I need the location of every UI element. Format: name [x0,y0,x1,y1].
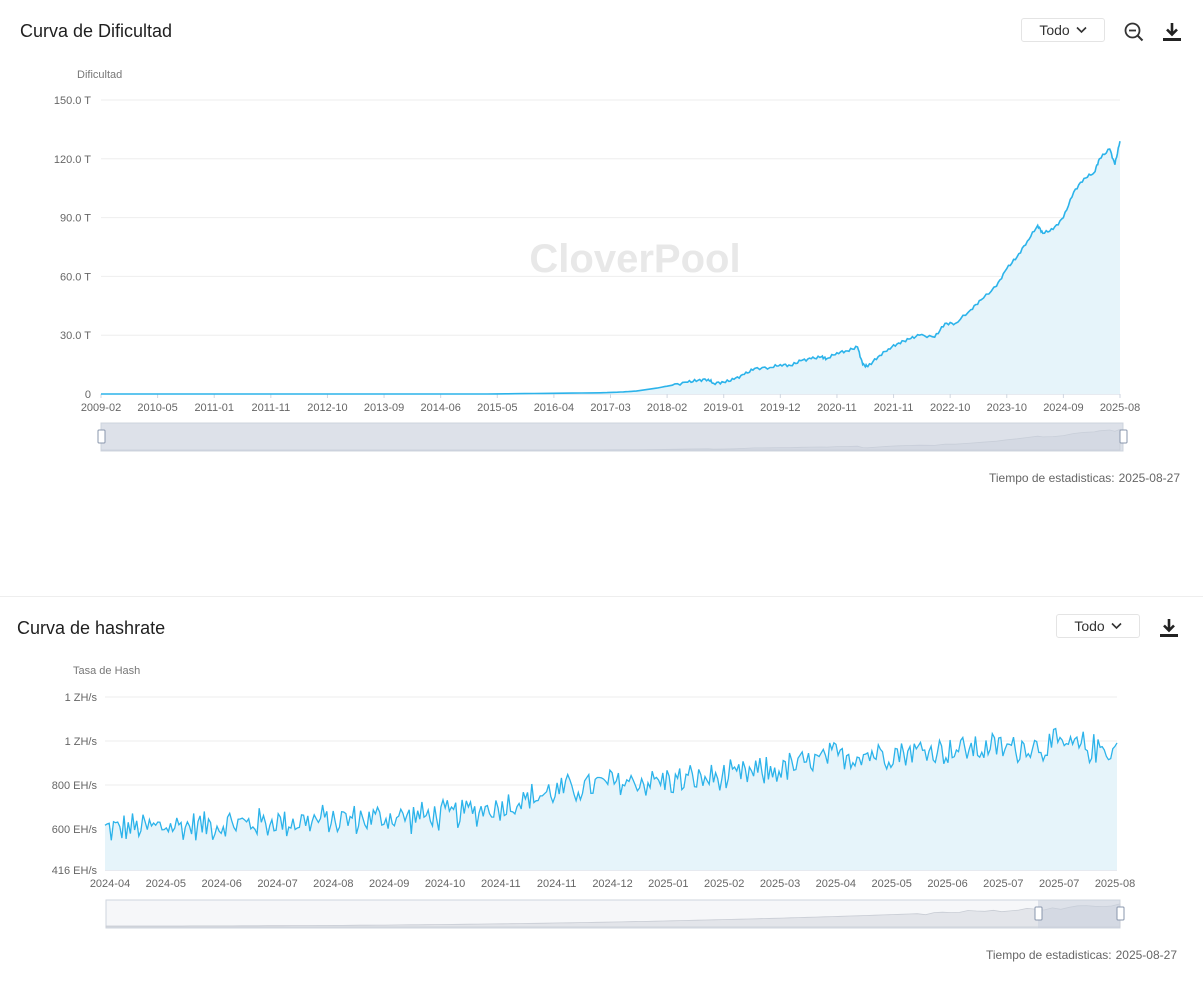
y-tick-label: 150.0 T [54,95,91,107]
x-tick-label: 2024-05 [146,878,186,890]
chevron-down-icon [1111,622,1122,630]
y-tick-label: 800 EH/s [52,780,98,792]
x-tick-label: 2025-08 [1100,402,1140,414]
slider-handle-right[interactable] [1119,429,1128,444]
y-tick-label: 30.0 T [60,330,91,342]
y-tick-label: 0 [85,389,91,401]
difficulty-period-label: Todo [1039,22,1070,38]
x-tick-label: 2024-08 [313,878,353,890]
x-tick-label: 2024-09 [1043,402,1083,414]
y-tick-label: 120.0 T [54,154,91,166]
x-tick-label: 2015-05 [477,402,517,414]
x-tick-label: 2025-07 [983,878,1023,890]
x-tick-label: 2024-12 [592,878,632,890]
hashrate-area [105,728,1117,870]
difficulty-panel: Curva de Dificultad Todo Dificultad Clov… [20,18,1184,485]
download-icon[interactable] [1160,20,1184,44]
x-tick-label: 2025-01 [648,878,688,890]
hashrate-series-line [104,727,1118,841]
hashrate-period-label: Todo [1074,618,1105,634]
x-tick-label: 2023-10 [987,402,1027,414]
y-tick-label: 60.0 T [60,271,91,283]
y-tick-label: 90.0 T [60,213,91,225]
x-tick-label: 2024-09 [369,878,409,890]
download-icon[interactable] [1157,616,1181,640]
y-tick-label: 1 ZH/s [65,736,98,748]
x-tick-label: 2014-06 [420,402,460,414]
slider-handle-right[interactable] [1116,906,1125,921]
difficulty-series-line [101,141,1121,395]
watermark-logo: CloverPool [529,237,740,281]
stats-time-value: 2025-08-27 [1115,948,1177,962]
hashrate-zoom-slider[interactable] [105,899,1125,929]
y-tick-label: 600 EH/s [52,824,98,836]
x-tick-label: 2024-06 [201,878,241,890]
x-tick-label: 2021-11 [874,402,914,414]
x-tick-label: 2024-11 [481,878,521,890]
hashrate-y-axis-label: Tasa de Hash [73,665,140,677]
difficulty-period-select[interactable]: Todo [1021,18,1105,42]
difficulty-zoom-slider[interactable] [97,422,1128,452]
x-tick-label: 2011-11 [251,402,290,414]
x-tick-label: 2025-07 [1039,878,1079,890]
chevron-down-icon [1076,26,1087,34]
difficulty-area [101,141,1120,394]
y-tick-label: 416 EH/s [52,865,98,877]
x-tick-label: 2019-12 [760,402,800,414]
x-tick-label: 2025-03 [760,878,800,890]
x-tick-label: 2017-03 [590,402,630,414]
difficulty-y-axis-label: Dificultad [77,69,122,81]
stats-time-value: 2025-08-27 [1118,471,1180,485]
difficulty-stats-time: Tiempo de estadisticas: 2025-08-27 [989,471,1180,485]
x-tick-label: 2025-02 [704,878,744,890]
hashrate-chart: Tasa de Hash 416 EH/s 600 EH/s 800 EH/s 1 Z… [52,665,1135,929]
x-tick-label: 2016-04 [534,402,574,414]
x-tick-label: 2019-01 [704,402,744,414]
x-tick-label: 2012-10 [307,402,347,414]
stats-time-label: Tiempo de estadisticas: [988,471,1115,485]
x-tick-label: 2010-05 [137,402,177,414]
x-tick-label: 2025-04 [816,878,856,890]
x-tick-label: 2024-10 [425,878,465,890]
hashrate-title: Curva de hashrate [17,618,166,638]
slider-handle-left[interactable] [1034,906,1043,921]
x-tick-label: 2025-08 [1095,878,1135,890]
x-tick-label: 2011-01 [194,402,234,414]
x-tick-label: 2024-04 [90,878,130,890]
x-tick-label: 2009-02 [81,402,121,414]
x-tick-label: 2022-10 [930,402,970,414]
x-tick-label: 2013-09 [364,402,404,414]
x-tick-label: 2024-11 [537,878,577,890]
hashrate-period-select[interactable]: Todo [1056,614,1140,638]
difficulty-chart: Dificultad CloverPool 0 30.0 T 60.0 T 90.0 … [54,69,1140,452]
difficulty-title: Curva de Dificultad [20,21,173,41]
x-tick-label: 2025-05 [871,878,911,890]
zoom-out-icon[interactable] [1122,20,1146,44]
x-tick-label: 2020-11 [817,402,857,414]
stats-time-label: Tiempo de estadisticas: [985,948,1112,962]
x-tick-label: 2024-07 [257,878,297,890]
hashrate-panel: Curva de hashrate Todo Tasa de Hash 416 … [0,596,1203,983]
y-tick-label: 1 ZH/s [65,692,98,704]
hashrate-stats-time: Tiempo de estadisticas: 2025-08-27 [986,948,1177,962]
x-tick-label: 2018-02 [647,402,687,414]
x-tick-label: 2025-06 [927,878,967,890]
slider-handle-left[interactable] [97,429,106,444]
